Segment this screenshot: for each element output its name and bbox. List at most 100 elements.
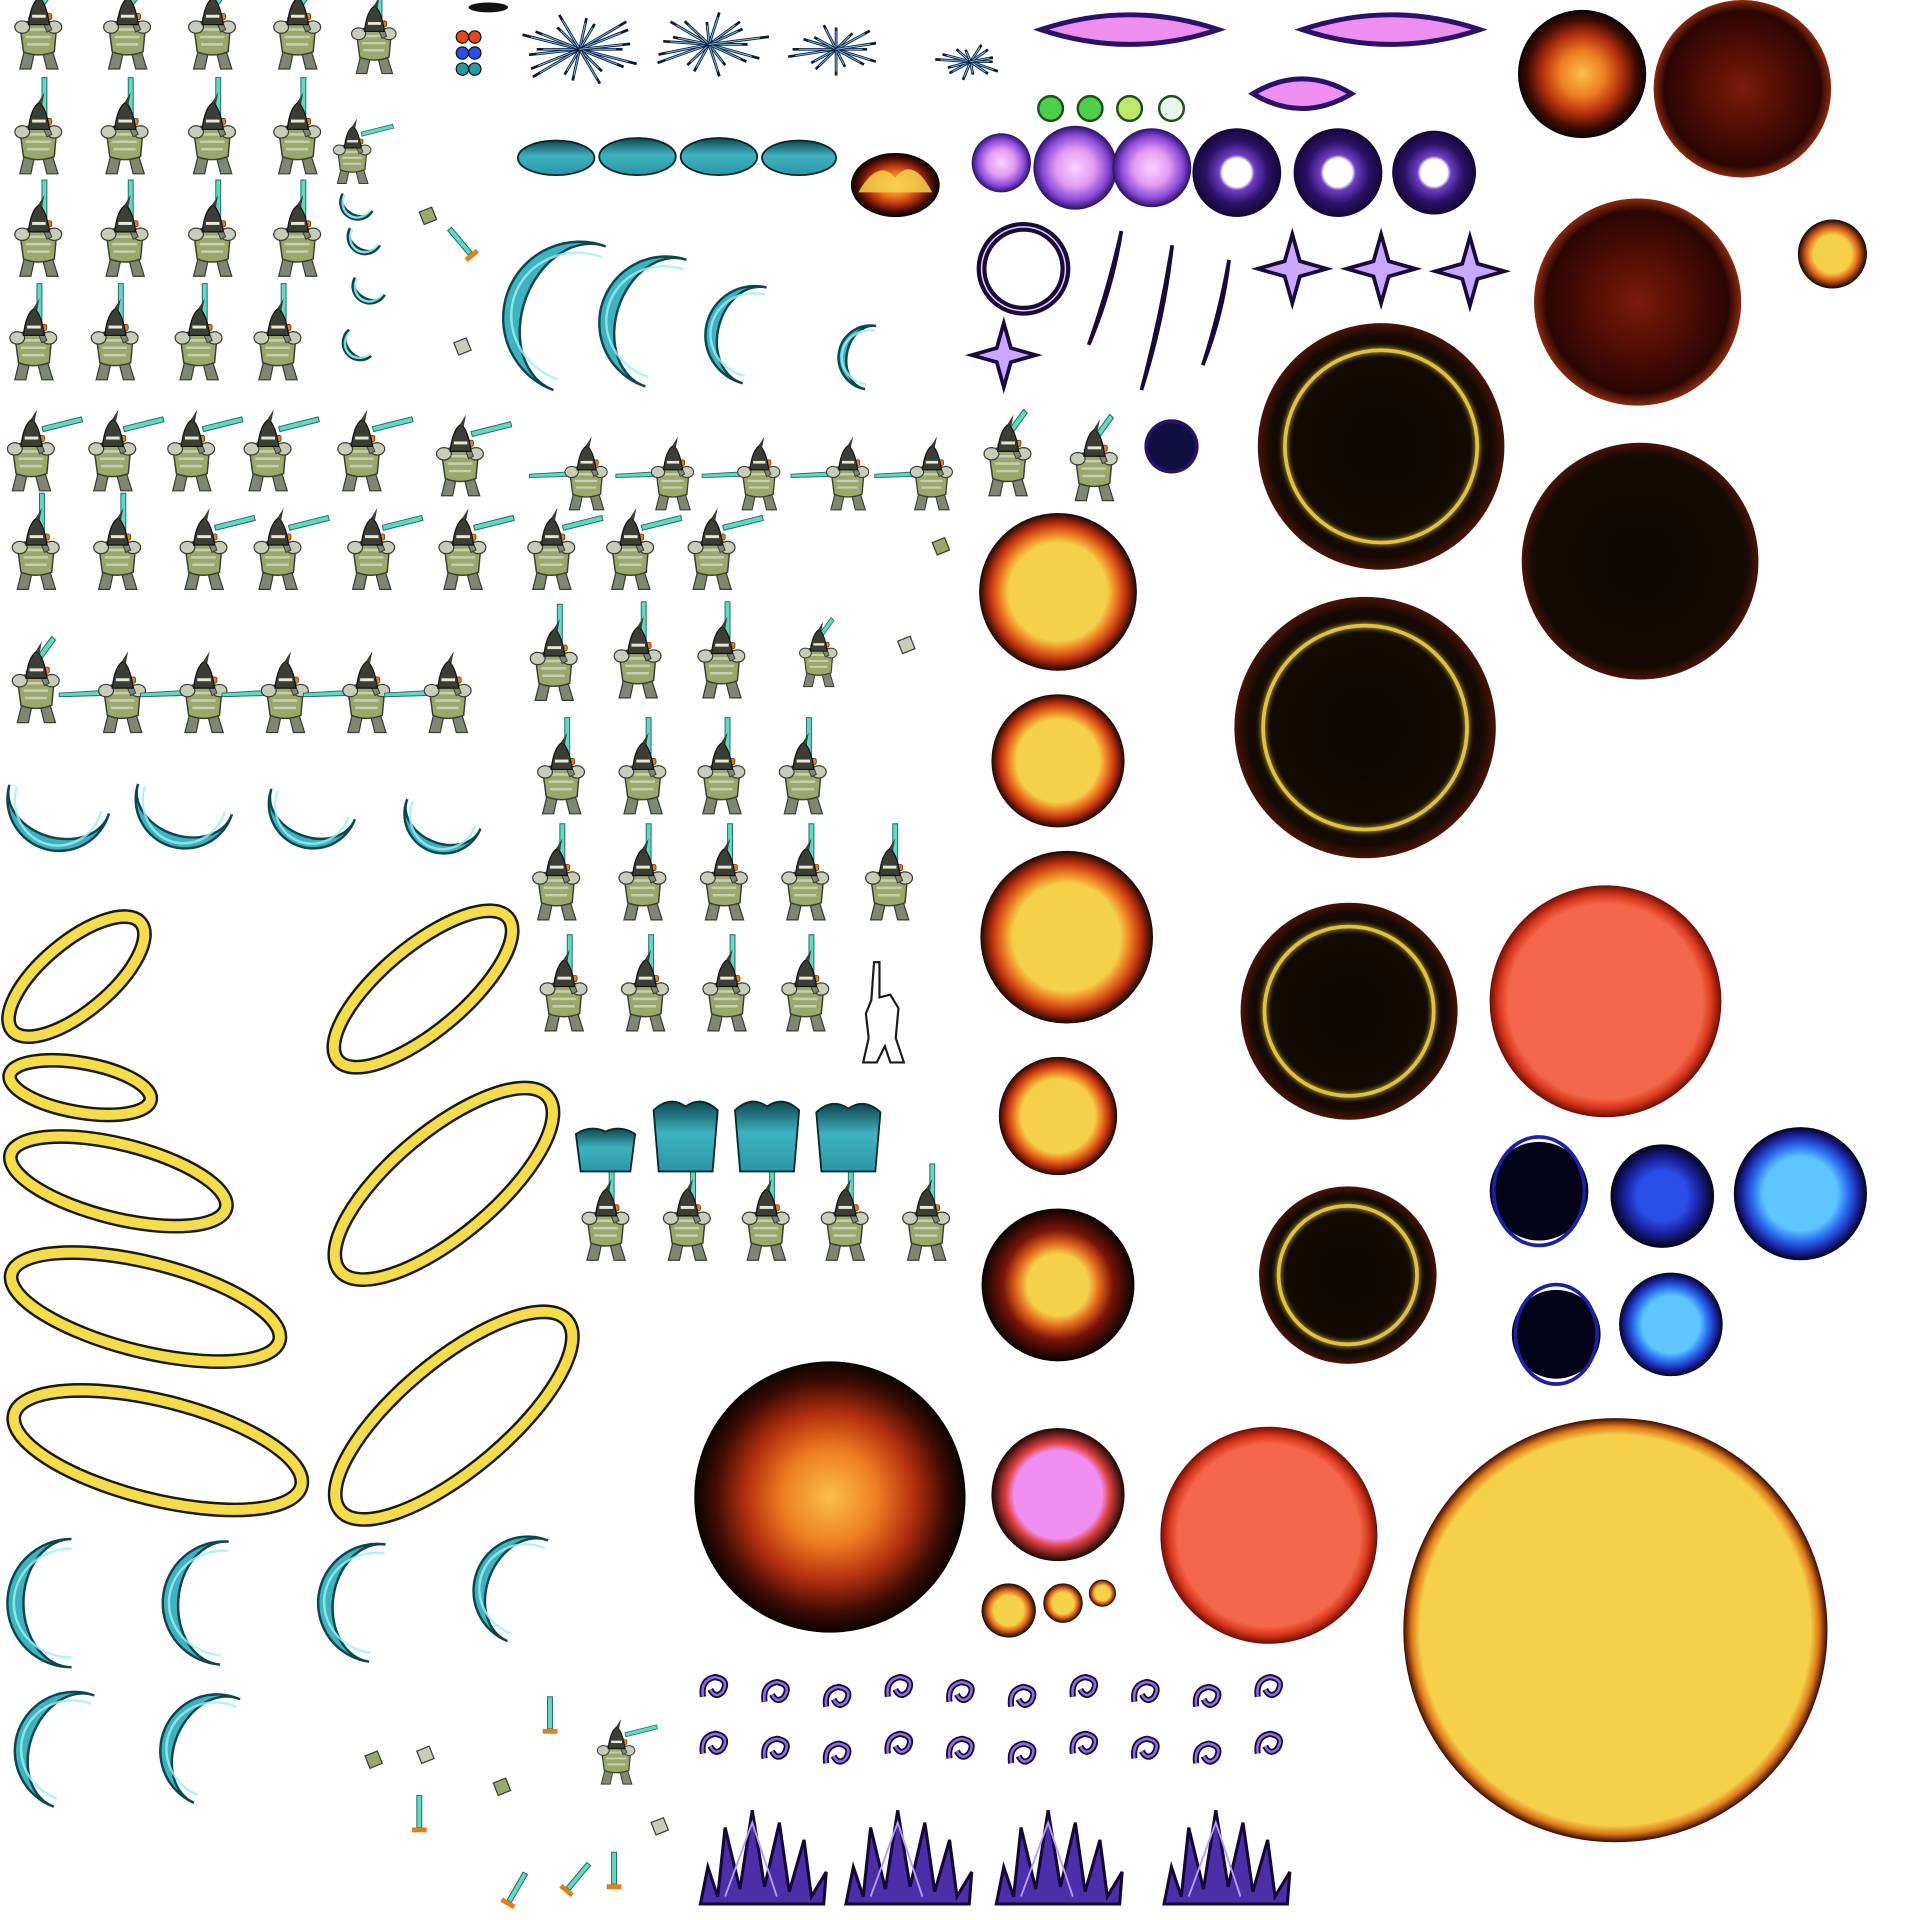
purple-energy-effect — [1258, 234, 1327, 303]
purple-squiggle-effect — [1257, 1734, 1280, 1754]
purple-squiggle-effect — [949, 1739, 972, 1759]
armor-fragment-sprite — [454, 338, 471, 355]
crescent-slash-effect — [334, 194, 373, 226]
knight-sprite — [385, 651, 471, 732]
knight-sprite — [866, 824, 913, 920]
golden-ring-effect — [306, 1279, 602, 1552]
knight-sprite — [101, 180, 148, 276]
knight-sprite — [254, 284, 301, 380]
knight-sprite — [530, 604, 577, 700]
green-spark-effect — [1038, 96, 1063, 121]
purple-energy-effect — [1041, 15, 1219, 45]
knight-sprite — [189, 0, 236, 69]
void-orb-effect — [1258, 323, 1505, 570]
purple-squiggle-effect — [1257, 1677, 1280, 1697]
void-orb-effect — [1522, 443, 1759, 680]
fire-orb-effect — [980, 851, 1153, 1024]
sword-sprite — [500, 1872, 527, 1909]
fire-orb-effect — [999, 1057, 1117, 1175]
sword-sprite — [607, 1852, 622, 1889]
knight-sprite — [439, 508, 514, 589]
blue-orb-effect — [1619, 1273, 1723, 1377]
blue-orb-effect — [1512, 1285, 1601, 1384]
knight-sprite — [903, 1164, 950, 1260]
green-spark-effect — [1078, 96, 1103, 121]
purple-squiggle-effect — [888, 1677, 911, 1697]
knight-sprite — [540, 935, 587, 1031]
coral-orb-effect — [1490, 885, 1722, 1117]
purple-energy-effect — [1347, 234, 1416, 303]
purple-spike-effect — [996, 1810, 1122, 1904]
water-crest-effect — [762, 141, 836, 176]
fire-orb-effect — [1798, 219, 1867, 288]
purple-energy-effect — [1203, 260, 1233, 366]
knight-sprite — [303, 651, 389, 732]
purple-energy-effect — [1089, 231, 1125, 346]
blue-orb-effect — [1734, 1127, 1867, 1260]
purple-energy-effect — [1392, 131, 1476, 215]
knight-sprite — [94, 493, 141, 589]
knight-sprite — [222, 651, 308, 732]
fire-orb-effect — [1043, 1583, 1082, 1622]
knight-sprite — [352, 0, 396, 74]
color-dot — [456, 63, 468, 75]
crescent-slash-effect — [695, 276, 767, 384]
armor-fragment-sprite — [932, 538, 949, 555]
knight-sprite — [821, 1164, 868, 1260]
knight-sprite — [274, 78, 321, 174]
knight-sprite — [875, 437, 953, 510]
color-dot — [469, 47, 481, 59]
coral-orb-effect — [1160, 1427, 1377, 1644]
purple-squiggle-effect — [1196, 1687, 1219, 1707]
knight-sprite — [254, 508, 329, 589]
sword-sprite — [412, 1795, 427, 1832]
shard-burst-effect — [788, 25, 876, 75]
crescent-slash-effect — [833, 320, 876, 389]
knight-sprite — [702, 437, 780, 510]
knight-sprite — [348, 508, 423, 589]
crescent-slash-effect — [256, 789, 355, 861]
shard-burst-group — [523, 12, 998, 83]
knight-sprite — [12, 493, 59, 589]
color-dot — [456, 31, 468, 43]
purple-squiggle-effect — [1134, 1739, 1157, 1759]
knight-sprite — [779, 718, 826, 814]
knight-sprite — [59, 651, 145, 732]
knight-sprite — [333, 118, 393, 183]
knight-sprite — [274, 180, 321, 276]
knight-sprite — [703, 935, 750, 1031]
crescent-slash-effect — [482, 220, 606, 390]
purple-squiggle-effect — [764, 1739, 787, 1759]
purple-squiggle-effect — [1011, 1687, 1034, 1707]
golden-ring-effect — [1, 1231, 290, 1384]
purple-squiggle-effect — [1134, 1682, 1157, 1702]
green-spark-effect — [1117, 96, 1142, 121]
water-wave-effect — [654, 1102, 718, 1172]
blue-orb-effect — [1490, 1137, 1589, 1246]
fire-orb-effect — [1518, 10, 1646, 138]
purple-spike-effect — [1164, 1810, 1290, 1904]
armor-fragment-sprite — [419, 207, 436, 224]
golden-ring-effect — [5, 1051, 154, 1124]
knight-sprite — [104, 0, 151, 69]
water-crest-effect — [518, 141, 594, 176]
shard-burst-effect — [523, 15, 637, 84]
armor-fragment-sprite — [417, 1746, 434, 1763]
water-wave-effect — [816, 1104, 880, 1172]
purple-squiggle-effect — [764, 1682, 787, 1702]
knight-sprite — [528, 508, 603, 589]
crescent-slash-effect — [123, 784, 232, 861]
golden-ring-effect — [307, 1057, 581, 1311]
purple-energy-effect — [1192, 128, 1281, 217]
knight-sprite — [622, 935, 669, 1031]
blue-orb-effect — [1611, 1144, 1715, 1248]
purple-energy-effect — [1294, 128, 1383, 217]
crescent-slash-effect — [336, 330, 371, 368]
knight-sprite — [12, 636, 59, 722]
color-dot — [456, 47, 468, 59]
knight-sprite — [91, 284, 138, 380]
golden-ring-effect — [2, 1367, 313, 1534]
crescent-slash-effect — [341, 228, 380, 260]
